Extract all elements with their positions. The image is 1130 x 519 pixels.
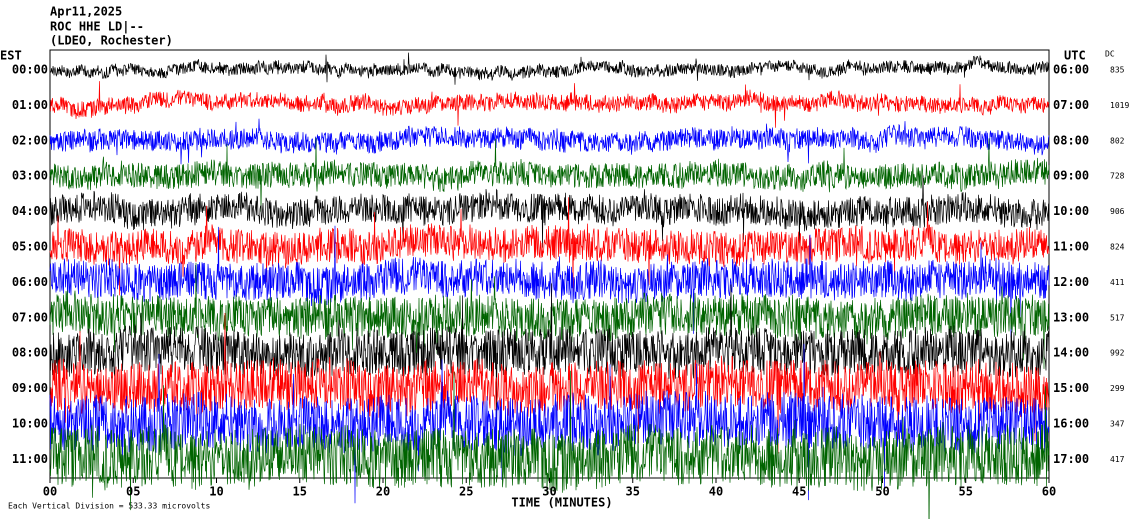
utc-label: 15:00: [1053, 381, 1089, 395]
x-axis-label: TIME (MINUTES): [511, 496, 612, 510]
trace: [49, 283, 1050, 421]
x-tick-label: 20: [376, 485, 390, 499]
est-label: 04:00: [12, 204, 48, 218]
title-line: (LDEO, Rochester): [50, 34, 173, 48]
dc-label: 411: [1110, 278, 1125, 287]
trace: [49, 81, 1050, 128]
title-line: Apr11,2025: [50, 5, 122, 19]
utc-label: 14:00: [1053, 346, 1089, 360]
dc-label: 517: [1110, 313, 1125, 322]
trace: [49, 225, 1050, 338]
utc-label: 10:00: [1053, 204, 1089, 218]
left-header: EST: [0, 49, 22, 63]
dc-label: 347: [1110, 420, 1125, 429]
trace: [49, 52, 1050, 85]
dc-label: 802: [1110, 136, 1125, 145]
est-label: 11:00: [12, 452, 48, 466]
est-label: 02:00: [12, 133, 48, 147]
est-label: 00:00: [12, 63, 48, 77]
trace: [49, 343, 1050, 504]
utc-label: 11:00: [1053, 240, 1089, 254]
x-tick-label: 55: [959, 485, 973, 499]
x-tick-label: 30: [542, 485, 556, 499]
dc-label: 728: [1110, 172, 1125, 181]
traces: [49, 52, 1050, 519]
dc-label: 906: [1110, 207, 1125, 216]
x-tick-label: 15: [293, 485, 307, 499]
est-label: 07:00: [12, 310, 48, 324]
x-tick-label: 05: [126, 485, 140, 499]
x-tick-label: 45: [792, 485, 806, 499]
trace: [49, 197, 1050, 296]
dc-label: 992: [1110, 349, 1125, 358]
utc-label: 12:00: [1053, 275, 1089, 289]
title-line: ROC HHE LD|--: [50, 20, 144, 34]
est-label: 01:00: [12, 98, 48, 112]
utc-label: 08:00: [1053, 133, 1089, 147]
dc-label: 835: [1110, 66, 1125, 75]
utc-label: 13:00: [1053, 310, 1089, 324]
utc-label: 09:00: [1053, 169, 1089, 183]
utc-label: 07:00: [1053, 98, 1089, 112]
utc-label: 17:00: [1053, 452, 1089, 466]
est-label: 05:00: [12, 240, 48, 254]
x-tick-label: 60: [1042, 485, 1056, 499]
trace: [49, 137, 1050, 212]
dc-label: 417: [1110, 455, 1125, 464]
footnote: Each Vertical Division = 533.33 microvol…: [8, 502, 210, 511]
utc-label: 06:00: [1053, 63, 1089, 77]
right-header: UTC: [1064, 49, 1086, 63]
utc-label: 16:00: [1053, 417, 1089, 431]
dc-label: 1019: [1110, 101, 1129, 110]
dc-header: DC: [1105, 50, 1115, 59]
trace: [49, 118, 1050, 165]
est-label: 08:00: [12, 346, 48, 360]
trace: [49, 175, 1050, 248]
x-tick-label: 35: [626, 485, 640, 499]
x-tick-label: 00: [43, 485, 57, 499]
x-tick-label: 40: [709, 485, 723, 499]
x-tick-label: 10: [209, 485, 223, 499]
x-tick-label: 50: [875, 485, 889, 499]
x-tick-label: 25: [459, 485, 473, 499]
est-label: 10:00: [12, 417, 48, 431]
dc-label: 299: [1110, 384, 1125, 393]
trace: [49, 262, 1050, 369]
est-label: 09:00: [12, 381, 48, 395]
est-label: 06:00: [12, 275, 48, 289]
dc-label: 824: [1110, 243, 1125, 252]
est-label: 03:00: [12, 169, 48, 183]
